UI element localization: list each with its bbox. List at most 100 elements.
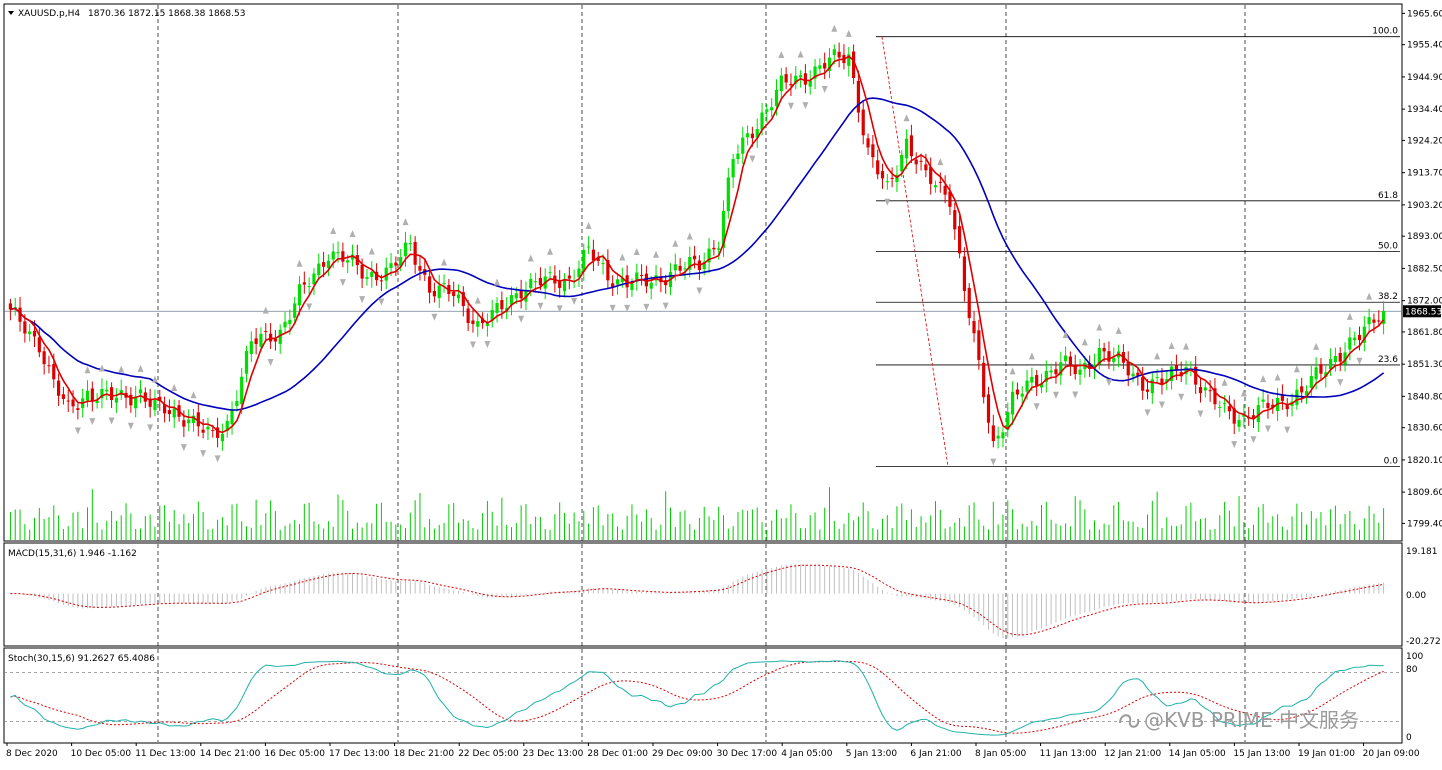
- fractal-down-icon: [180, 444, 187, 452]
- candle: [1232, 399, 1236, 435]
- fractal-down-icon: [431, 313, 438, 321]
- candle: [85, 380, 90, 408]
- candle: [466, 300, 470, 332]
- candle-body: [162, 404, 167, 414]
- candle-body: [1333, 356, 1338, 363]
- candle: [606, 249, 610, 289]
- candle-body: [1300, 386, 1304, 393]
- candle: [302, 271, 306, 294]
- candle-body: [1218, 407, 1222, 409]
- candle: [71, 390, 75, 414]
- fractal-up-icon: [494, 278, 501, 286]
- candle-body: [485, 323, 490, 326]
- candle: [909, 124, 914, 164]
- candle: [1063, 346, 1068, 369]
- candle: [929, 157, 933, 195]
- candle-body: [1006, 412, 1010, 430]
- candle-body: [562, 278, 567, 292]
- candle-body: [909, 135, 914, 157]
- candle: [972, 311, 976, 343]
- watermark: @KVB PRIME 中文服务: [1119, 708, 1359, 732]
- fractal-up-icon: [778, 50, 785, 58]
- candle: [384, 257, 388, 290]
- candle: [953, 202, 957, 240]
- candle-body: [1348, 337, 1352, 350]
- candle-body: [259, 333, 263, 347]
- fractal-down-icon: [1033, 403, 1040, 411]
- candle: [871, 135, 875, 168]
- candle: [456, 284, 461, 304]
- candle: [1194, 356, 1198, 395]
- candle-body: [938, 181, 942, 183]
- dropdown-icon[interactable]: [8, 11, 14, 15]
- candle-body: [726, 177, 730, 212]
- candle-body: [1381, 311, 1386, 324]
- candle-body: [635, 272, 639, 282]
- fractal-up-icon: [441, 258, 448, 266]
- candle-body: [1088, 363, 1092, 369]
- candle: [225, 414, 229, 438]
- candle: [28, 324, 32, 342]
- candle: [1165, 370, 1169, 391]
- price-tick-label: 1820.10: [1407, 456, 1442, 466]
- stoch-tick-100: 100: [1406, 652, 1423, 662]
- candle-body: [495, 303, 499, 313]
- stoch-signal-line: [10, 660, 1384, 734]
- candle-body: [625, 275, 629, 288]
- candle-body: [61, 394, 66, 399]
- candle: [1006, 402, 1010, 438]
- candle-body: [215, 427, 220, 438]
- candle: [1141, 367, 1145, 400]
- price-tick-label: 1861.80: [1407, 328, 1442, 338]
- candle-body: [389, 263, 393, 269]
- candle-body: [350, 254, 355, 260]
- candle-body: [784, 74, 788, 83]
- candle: [461, 286, 465, 317]
- candle: [1338, 347, 1342, 372]
- candle: [254, 327, 258, 355]
- time-tick-label: 6 Jan 21:00: [910, 749, 962, 759]
- candle: [1367, 308, 1371, 333]
- candle-body: [929, 166, 933, 184]
- candle-body: [957, 226, 962, 254]
- price-tick-label: 1851.30: [1407, 360, 1442, 370]
- candle-body: [52, 364, 56, 380]
- fractal-up-icon: [1260, 375, 1267, 383]
- candle: [1333, 347, 1338, 372]
- candle-body: [847, 54, 851, 66]
- candle: [1271, 398, 1275, 414]
- candle-body: [1169, 366, 1174, 382]
- candle-body: [577, 268, 581, 278]
- price-tick-label: 1830.60: [1407, 424, 1442, 434]
- watermark-text: @KVB PRIME 中文服务: [1144, 708, 1359, 732]
- candle-body: [837, 51, 841, 58]
- fractal-down-icon: [1072, 391, 1079, 399]
- candle-body: [586, 246, 591, 248]
- fractal-down-icon: [609, 304, 616, 312]
- fib-level-label: 23.6: [1378, 355, 1398, 365]
- candle: [558, 270, 562, 298]
- candle: [1145, 379, 1150, 400]
- fractal-down-icon: [556, 305, 563, 313]
- candle: [1044, 360, 1048, 393]
- candle: [803, 64, 808, 94]
- candle-body: [293, 303, 297, 318]
- candle: [586, 236, 591, 255]
- candle: [403, 231, 408, 267]
- price-tick-label: 1913.70: [1407, 169, 1442, 179]
- candle-body: [991, 425, 995, 442]
- candle-body: [143, 392, 147, 402]
- candle-body: [798, 75, 803, 78]
- candle-body: [456, 294, 461, 299]
- price-tag-text: 1868.53: [1405, 307, 1442, 317]
- candle: [582, 243, 586, 281]
- time-tick-label: 11 Jan 13:00: [1040, 749, 1097, 759]
- candle-body: [803, 73, 808, 85]
- candle-body: [1271, 404, 1275, 408]
- candle: [42, 346, 46, 375]
- fractal-up-icon: [171, 384, 178, 392]
- candle-body: [1179, 372, 1183, 377]
- candle: [278, 324, 282, 354]
